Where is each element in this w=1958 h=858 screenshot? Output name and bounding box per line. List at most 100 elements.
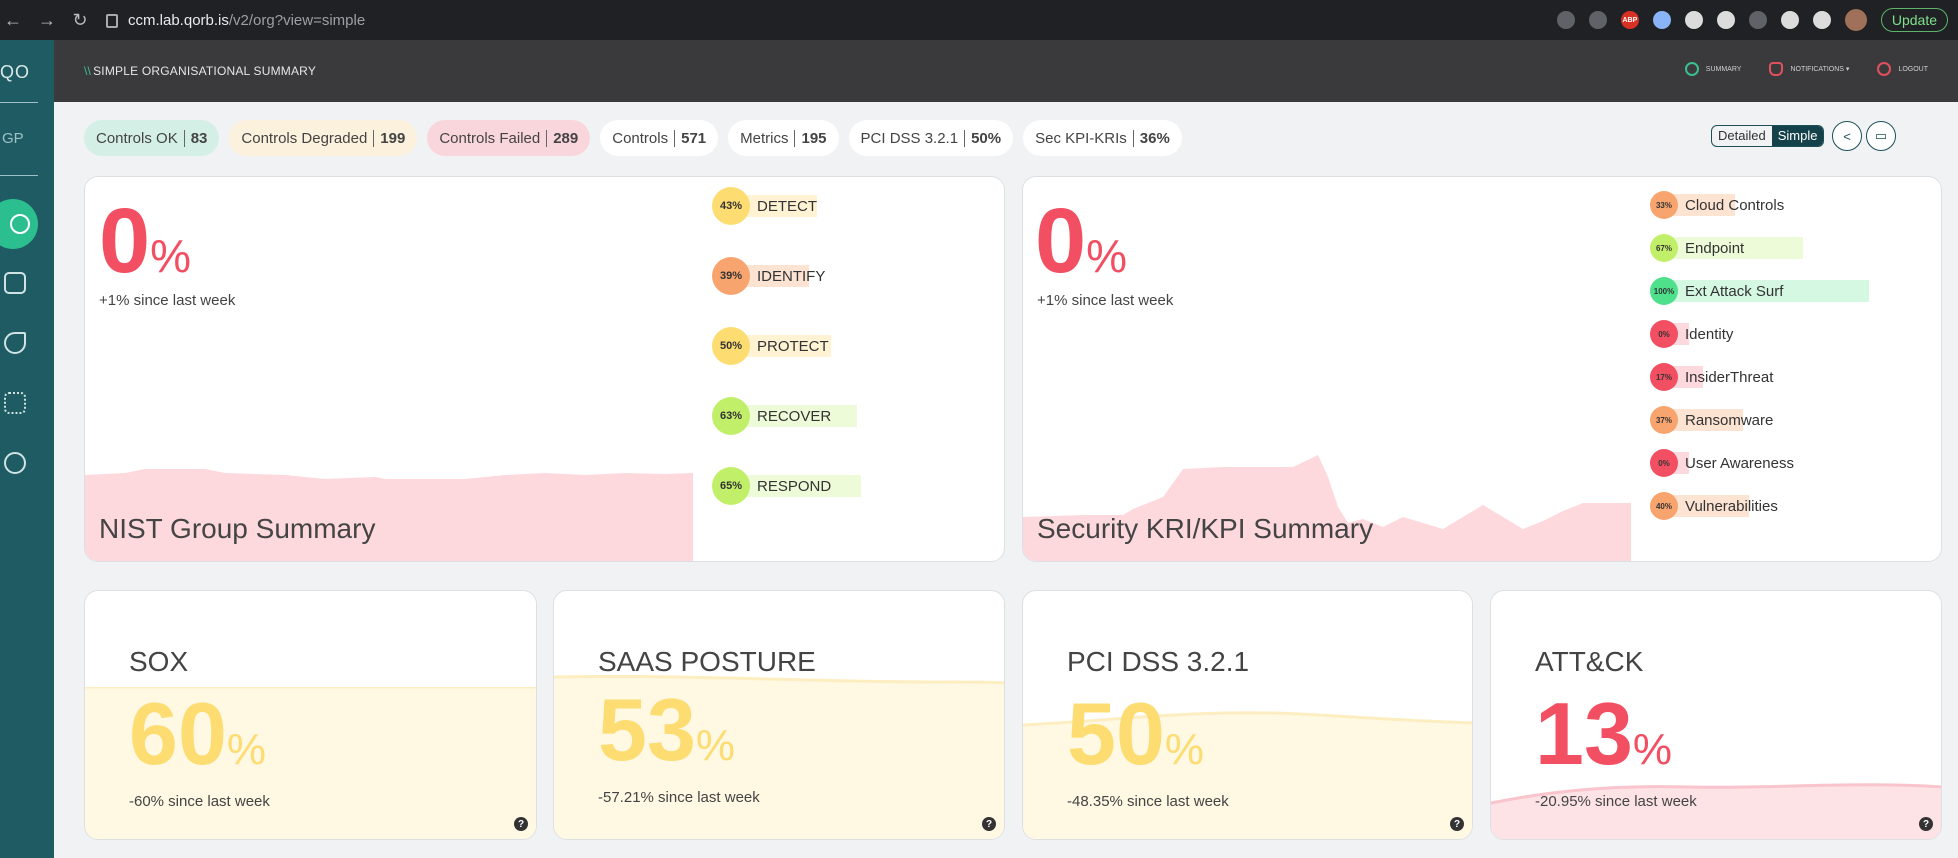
view-toggle: Detailed Simple — [1711, 125, 1825, 147]
url-path: /v2/org?view=simple — [228, 11, 366, 29]
attack-percent: 13% — [1535, 684, 1673, 783]
pci-dss-since: -48.35% since last week — [1067, 793, 1229, 810]
help-icon[interactable]: ? — [1919, 817, 1933, 831]
nist-title: NIST Group Summary — [99, 513, 376, 544]
adblock-icon[interactable]: ABP — [1620, 11, 1639, 29]
view-detailed-button[interactable]: Detailed — [1718, 128, 1766, 143]
nist-item-detect[interactable]: 43% DETECT — [712, 187, 817, 225]
extension-icon[interactable] — [1652, 11, 1671, 29]
address-bar[interactable]: ccm.lab.qorb.is/v2/org?view=simple — [106, 12, 365, 29]
pill-metrics[interactable]: Metrics 195 — [728, 120, 839, 156]
back-arrow-icon[interactable]: ← — [4, 9, 22, 30]
share-icon: < — [1843, 128, 1851, 144]
browser-extensions: ABP Update — [1556, 0, 1958, 40]
sox-since: -60% since last week — [129, 793, 270, 810]
framework-card-saas-posture[interactable]: SAAS POSTURE 53% -57.21% since last week… — [553, 590, 1005, 840]
pill-controls-degraded[interactable]: Controls Degraded 199 — [229, 120, 418, 156]
rocket-icon[interactable] — [4, 332, 26, 354]
puzzle-icon[interactable] — [1780, 11, 1799, 29]
attack-title: ATT&CK — [1535, 646, 1644, 677]
framework-card-sox[interactable]: SOX 60% -60% since last week ? — [84, 590, 537, 840]
star-icon[interactable] — [1588, 11, 1607, 29]
help-icon[interactable]: ? — [514, 817, 528, 831]
sox-title: SOX — [129, 646, 189, 677]
notifications-menu-item[interactable]: NOTIFICATIONS ▾ — [1769, 62, 1849, 76]
summary-menu-item[interactable]: SUMMARY — [1684, 62, 1741, 76]
cube-icon[interactable] — [4, 272, 26, 294]
print-icon: ▭ — [1874, 128, 1888, 143]
pci-dss-title: PCI DSS 3.2.1 — [1067, 646, 1250, 677]
view-simple-button[interactable]: Simple — [1771, 126, 1824, 146]
pill-controls-failed[interactable]: Controls Failed 289 — [427, 120, 591, 156]
header-menu: SUMMARY NOTIFICATIONS ▾ LOGOUT — [1684, 62, 1928, 76]
nist-item-identify[interactable]: 39% IDENTIFY — [712, 257, 825, 295]
lifebuoy-icon[interactable] — [4, 452, 26, 474]
nist-item-respond[interactable]: 65% RESPOND — [712, 467, 861, 505]
kri-list: 33% Cloud Controls 67% Endpoint 100% Ext At… — [1650, 191, 1930, 551]
pill-sec-kpi[interactable]: Sec KPI-KRIs 36% — [1023, 120, 1182, 156]
nist-since: +1% since last week — [99, 292, 236, 309]
saas-posture-since: -57.21% since last week — [598, 789, 760, 806]
kri-title: Security KRI/KPI Summary — [1037, 513, 1374, 544]
nist-item-recover[interactable]: 63% RECOVER — [712, 397, 857, 435]
kri-item-cloud-controls[interactable]: 33% Cloud Controls — [1650, 191, 1784, 219]
reload-icon[interactable]: ↻ — [72, 9, 88, 30]
kri-item-ransomware[interactable]: 37% Ransomware — [1650, 406, 1773, 434]
nist-percent: 0% — [99, 190, 192, 292]
cloud-icon[interactable] — [1684, 11, 1703, 29]
browser-toolbar: ← → ↻ ccm.lab.qorb.is/v2/org?view=simple… — [0, 0, 1958, 40]
globe-icon — [1684, 62, 1699, 76]
kri-item-vulnerabilities[interactable]: 40% Vulnerabilities — [1650, 492, 1778, 520]
saas-posture-percent: 53% — [598, 680, 736, 779]
kri-since: +1% since last week — [1037, 292, 1174, 309]
nist-summary-card: 0% +1% since last week NIST Group Summar… — [84, 176, 1005, 562]
org-label[interactable]: GP — [2, 130, 24, 147]
sox-trend-area — [85, 687, 536, 839]
kri-trend-area — [1023, 455, 1631, 561]
logout-menu-item[interactable]: LOGOUT — [1877, 62, 1928, 76]
help-icon[interactable]: ? — [982, 817, 996, 831]
saas-posture-title: SAAS POSTURE — [598, 646, 816, 677]
summary-pills: Controls OK 83 Controls Degraded 199 Contr… — [84, 120, 1182, 156]
saas-trend-area — [554, 675, 1004, 839]
pill-controls-ok[interactable]: Controls OK 83 — [84, 120, 220, 156]
pci-trend-area — [1023, 711, 1472, 839]
profile-avatar[interactable] — [1844, 9, 1867, 31]
page-title: \\ SIMPLE ORGANISATIONAL SUMMARY — [84, 64, 317, 78]
power-icon — [1877, 62, 1892, 76]
pill-controls[interactable]: Controls 571 — [600, 120, 719, 156]
magnifier-icon[interactable] — [1748, 11, 1767, 29]
nist-item-protect[interactable]: 50% PROTECT — [712, 327, 831, 365]
sidebar-divider — [0, 175, 38, 176]
browser-nav: ← → ↻ — [0, 10, 88, 31]
help-icon[interactable]: ? — [1450, 817, 1464, 831]
kri-summary-card: 0% +1% since last week Security KRI/KPI … — [1022, 176, 1942, 562]
bell-icon — [1769, 62, 1784, 76]
network-icon[interactable] — [4, 392, 26, 414]
update-button[interactable]: Update — [1880, 8, 1948, 32]
kri-item-identity[interactable]: 0% Identity — [1650, 320, 1733, 348]
sidepanel-icon[interactable] — [1812, 11, 1831, 29]
ghost-icon[interactable] — [1716, 11, 1735, 29]
kri-item-insiderthreat[interactable]: 17% InsiderThreat — [1650, 363, 1773, 391]
pill-pci-dss[interactable]: PCI DSS 3.2.1 50% — [848, 120, 1014, 156]
sidebar-divider — [0, 102, 38, 103]
framework-card-attack[interactable]: ATT&CK 13% -20.95% since last week ? — [1490, 590, 1942, 840]
attack-trend-area — [1491, 783, 1941, 839]
print-button[interactable]: ▭ — [1866, 121, 1896, 151]
nist-list: 43% DETECT 39% IDENTIFY 50% PROTECT 63% RECO… — [712, 187, 992, 547]
share-button[interactable]: < — [1832, 121, 1862, 151]
forward-arrow-icon[interactable]: → — [38, 9, 56, 30]
attack-since: -20.95% since last week — [1535, 793, 1697, 810]
pci-dss-percent: 50% — [1067, 684, 1205, 783]
share-icon[interactable] — [1556, 11, 1575, 29]
sidebar-item-summary[interactable] — [0, 199, 38, 249]
url-host: ccm.lab.qorb.is — [128, 11, 229, 29]
sox-percent: 60% — [129, 684, 267, 783]
framework-card-pci-dss[interactable]: PCI DSS 3.2.1 50% -48.35% since last wee… — [1022, 590, 1473, 840]
kri-item-user-awareness[interactable]: 0% User Awareness — [1650, 449, 1794, 477]
kri-item-ext-attack-surf[interactable]: 100% Ext Attack Surf — [1650, 277, 1869, 305]
app-logo: QO — [0, 62, 31, 82]
kri-item-endpoint[interactable]: 67% Endpoint — [1650, 234, 1803, 262]
lock-icon — [106, 14, 118, 28]
